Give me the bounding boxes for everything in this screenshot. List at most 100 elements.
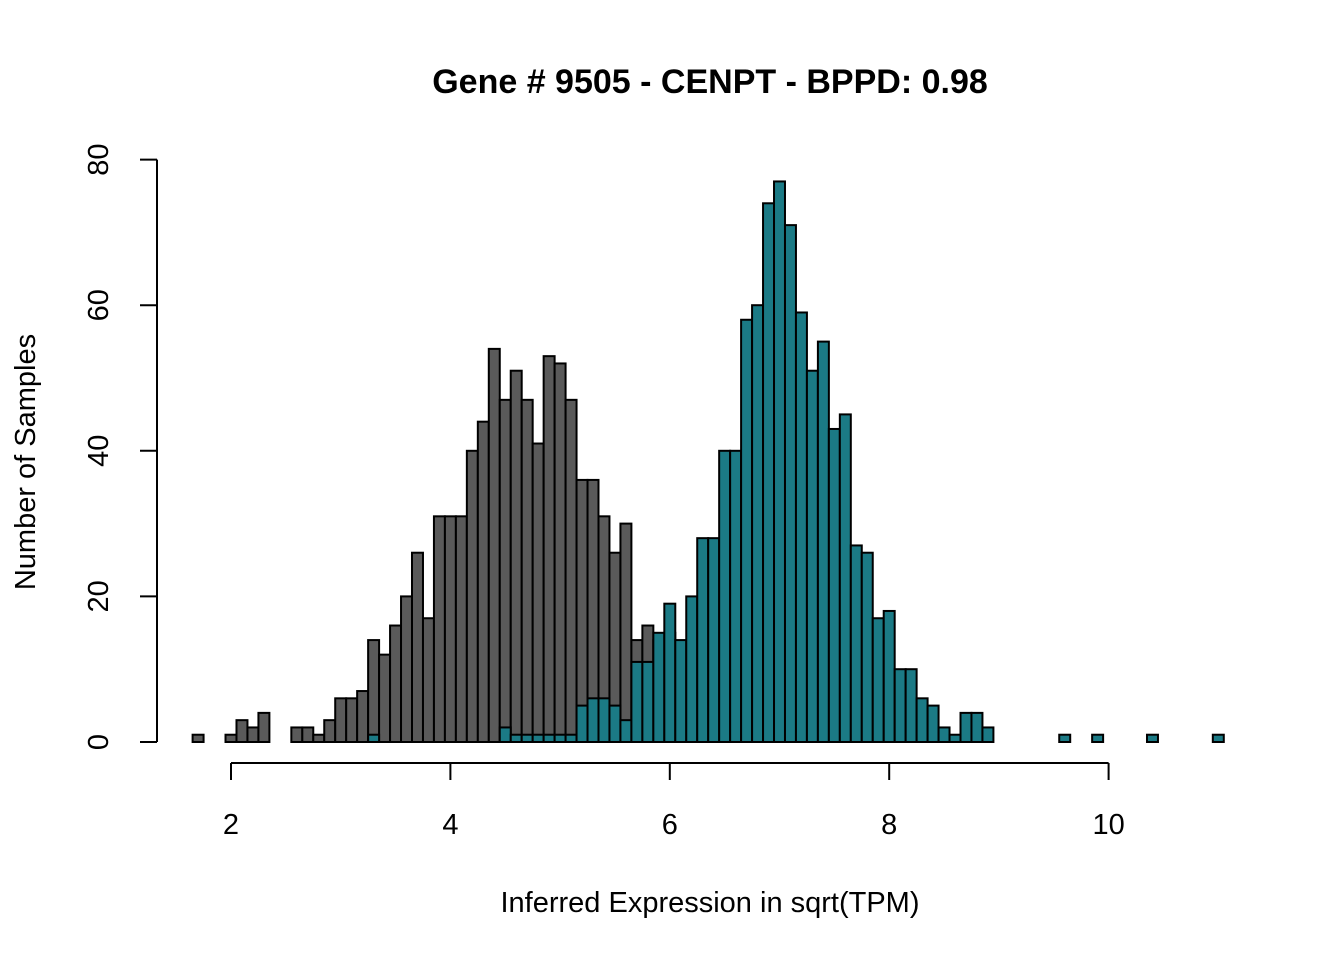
gray-bar xyxy=(509,369,523,743)
teal-bar xyxy=(762,202,776,743)
x-tick-label: 10 xyxy=(1092,809,1124,841)
teal-bar xyxy=(871,617,885,743)
chart-title: Gene # 9505 - CENPT - BPPD: 0.98 xyxy=(432,63,988,101)
gray-bar xyxy=(378,653,392,744)
gray-bar xyxy=(246,726,260,744)
teal-bar xyxy=(641,660,655,743)
teal-bar xyxy=(553,733,567,743)
teal-bar xyxy=(1211,733,1225,743)
teal-bar xyxy=(948,733,962,743)
gray-bar xyxy=(553,362,567,743)
gray-bar xyxy=(389,624,403,744)
y-tick-label: 80 xyxy=(83,143,115,175)
y-axis: 0 20 40 60 80 xyxy=(83,143,158,750)
gray-bar xyxy=(476,420,490,743)
teal-bar xyxy=(729,449,743,743)
teal-bar xyxy=(367,733,381,743)
x-axis-label: Inferred Expression in sqrt(TPM) xyxy=(500,887,919,919)
teal-bar xyxy=(827,427,841,743)
teal-bar xyxy=(685,595,699,744)
gray-bar xyxy=(235,719,249,743)
teal-bar xyxy=(630,660,644,743)
x-axis: 2 4 6 8 10 xyxy=(223,762,1125,841)
y-tick-label: 60 xyxy=(83,289,115,321)
gray-bar xyxy=(290,726,304,744)
teal-bar xyxy=(783,224,797,743)
teal-bar xyxy=(674,639,688,744)
teal-series-bars xyxy=(367,180,1225,744)
teal-bar xyxy=(608,704,622,743)
teal-bar xyxy=(520,733,534,743)
teal-bar xyxy=(915,697,929,744)
teal-bar xyxy=(751,304,765,743)
teal-bar xyxy=(1091,733,1105,743)
gray-bar xyxy=(312,733,326,743)
y-tick-label: 0 xyxy=(83,734,115,750)
gray-bar xyxy=(257,711,271,744)
gray-bar xyxy=(520,398,534,743)
teal-bar xyxy=(718,449,732,743)
gray-bar xyxy=(619,522,633,743)
gray-bar xyxy=(487,347,501,743)
y-tick-label: 40 xyxy=(83,435,115,467)
teal-bar xyxy=(893,668,907,744)
gray-bar xyxy=(432,515,446,743)
teal-bar xyxy=(586,697,600,744)
gray-bar xyxy=(323,719,337,743)
x-tick-label: 2 xyxy=(223,809,239,841)
teal-bar xyxy=(1058,733,1072,743)
gray-bar xyxy=(367,639,381,744)
gray-bar xyxy=(345,697,359,744)
teal-bar xyxy=(531,733,545,743)
gray-bar xyxy=(224,733,238,743)
gray-bar xyxy=(531,442,545,743)
gray-bar xyxy=(356,690,370,743)
gray-bar xyxy=(498,398,512,743)
teal-bar xyxy=(707,537,721,743)
teal-bar xyxy=(597,697,611,744)
gray-bar xyxy=(564,398,578,743)
teal-bar xyxy=(816,340,830,743)
x-tick-label: 8 xyxy=(881,809,897,841)
gray-bar xyxy=(465,449,479,743)
teal-bar xyxy=(564,733,578,743)
teal-bar xyxy=(794,311,808,743)
teal-bar xyxy=(937,726,951,744)
teal-bar xyxy=(970,711,984,744)
teal-bar xyxy=(509,733,523,743)
x-tick-label: 4 xyxy=(442,809,458,841)
teal-bar xyxy=(696,537,710,743)
teal-bar xyxy=(652,631,666,743)
teal-bar xyxy=(663,602,677,743)
teal-bar xyxy=(838,413,852,743)
teal-bar xyxy=(926,704,940,743)
gray-bar xyxy=(454,515,468,743)
teal-bar xyxy=(959,711,973,744)
teal-bar xyxy=(904,668,918,744)
teal-bar xyxy=(1145,733,1159,743)
teal-bar xyxy=(849,544,863,743)
gray-bar xyxy=(443,515,457,743)
gray-bar xyxy=(191,733,205,743)
teal-bar xyxy=(882,609,896,744)
teal-bar xyxy=(860,551,874,743)
teal-bar xyxy=(773,180,786,743)
gray-bar xyxy=(411,551,424,743)
gray-bar xyxy=(400,595,414,744)
gray-bar xyxy=(575,478,589,743)
y-tick-label: 20 xyxy=(83,580,115,612)
x-tick-label: 6 xyxy=(662,809,678,841)
teal-bar xyxy=(619,719,633,743)
gray-bar xyxy=(421,617,435,743)
teal-bar xyxy=(981,726,995,744)
teal-bar xyxy=(575,704,589,743)
teal-bar xyxy=(542,733,556,743)
gray-bar xyxy=(334,697,348,744)
gray-bar xyxy=(542,355,556,743)
y-axis-label: Number of Samples xyxy=(10,334,42,590)
gray-bar xyxy=(301,726,315,744)
teal-bar xyxy=(805,369,819,743)
teal-bar xyxy=(740,318,754,743)
teal-bar xyxy=(498,726,512,744)
